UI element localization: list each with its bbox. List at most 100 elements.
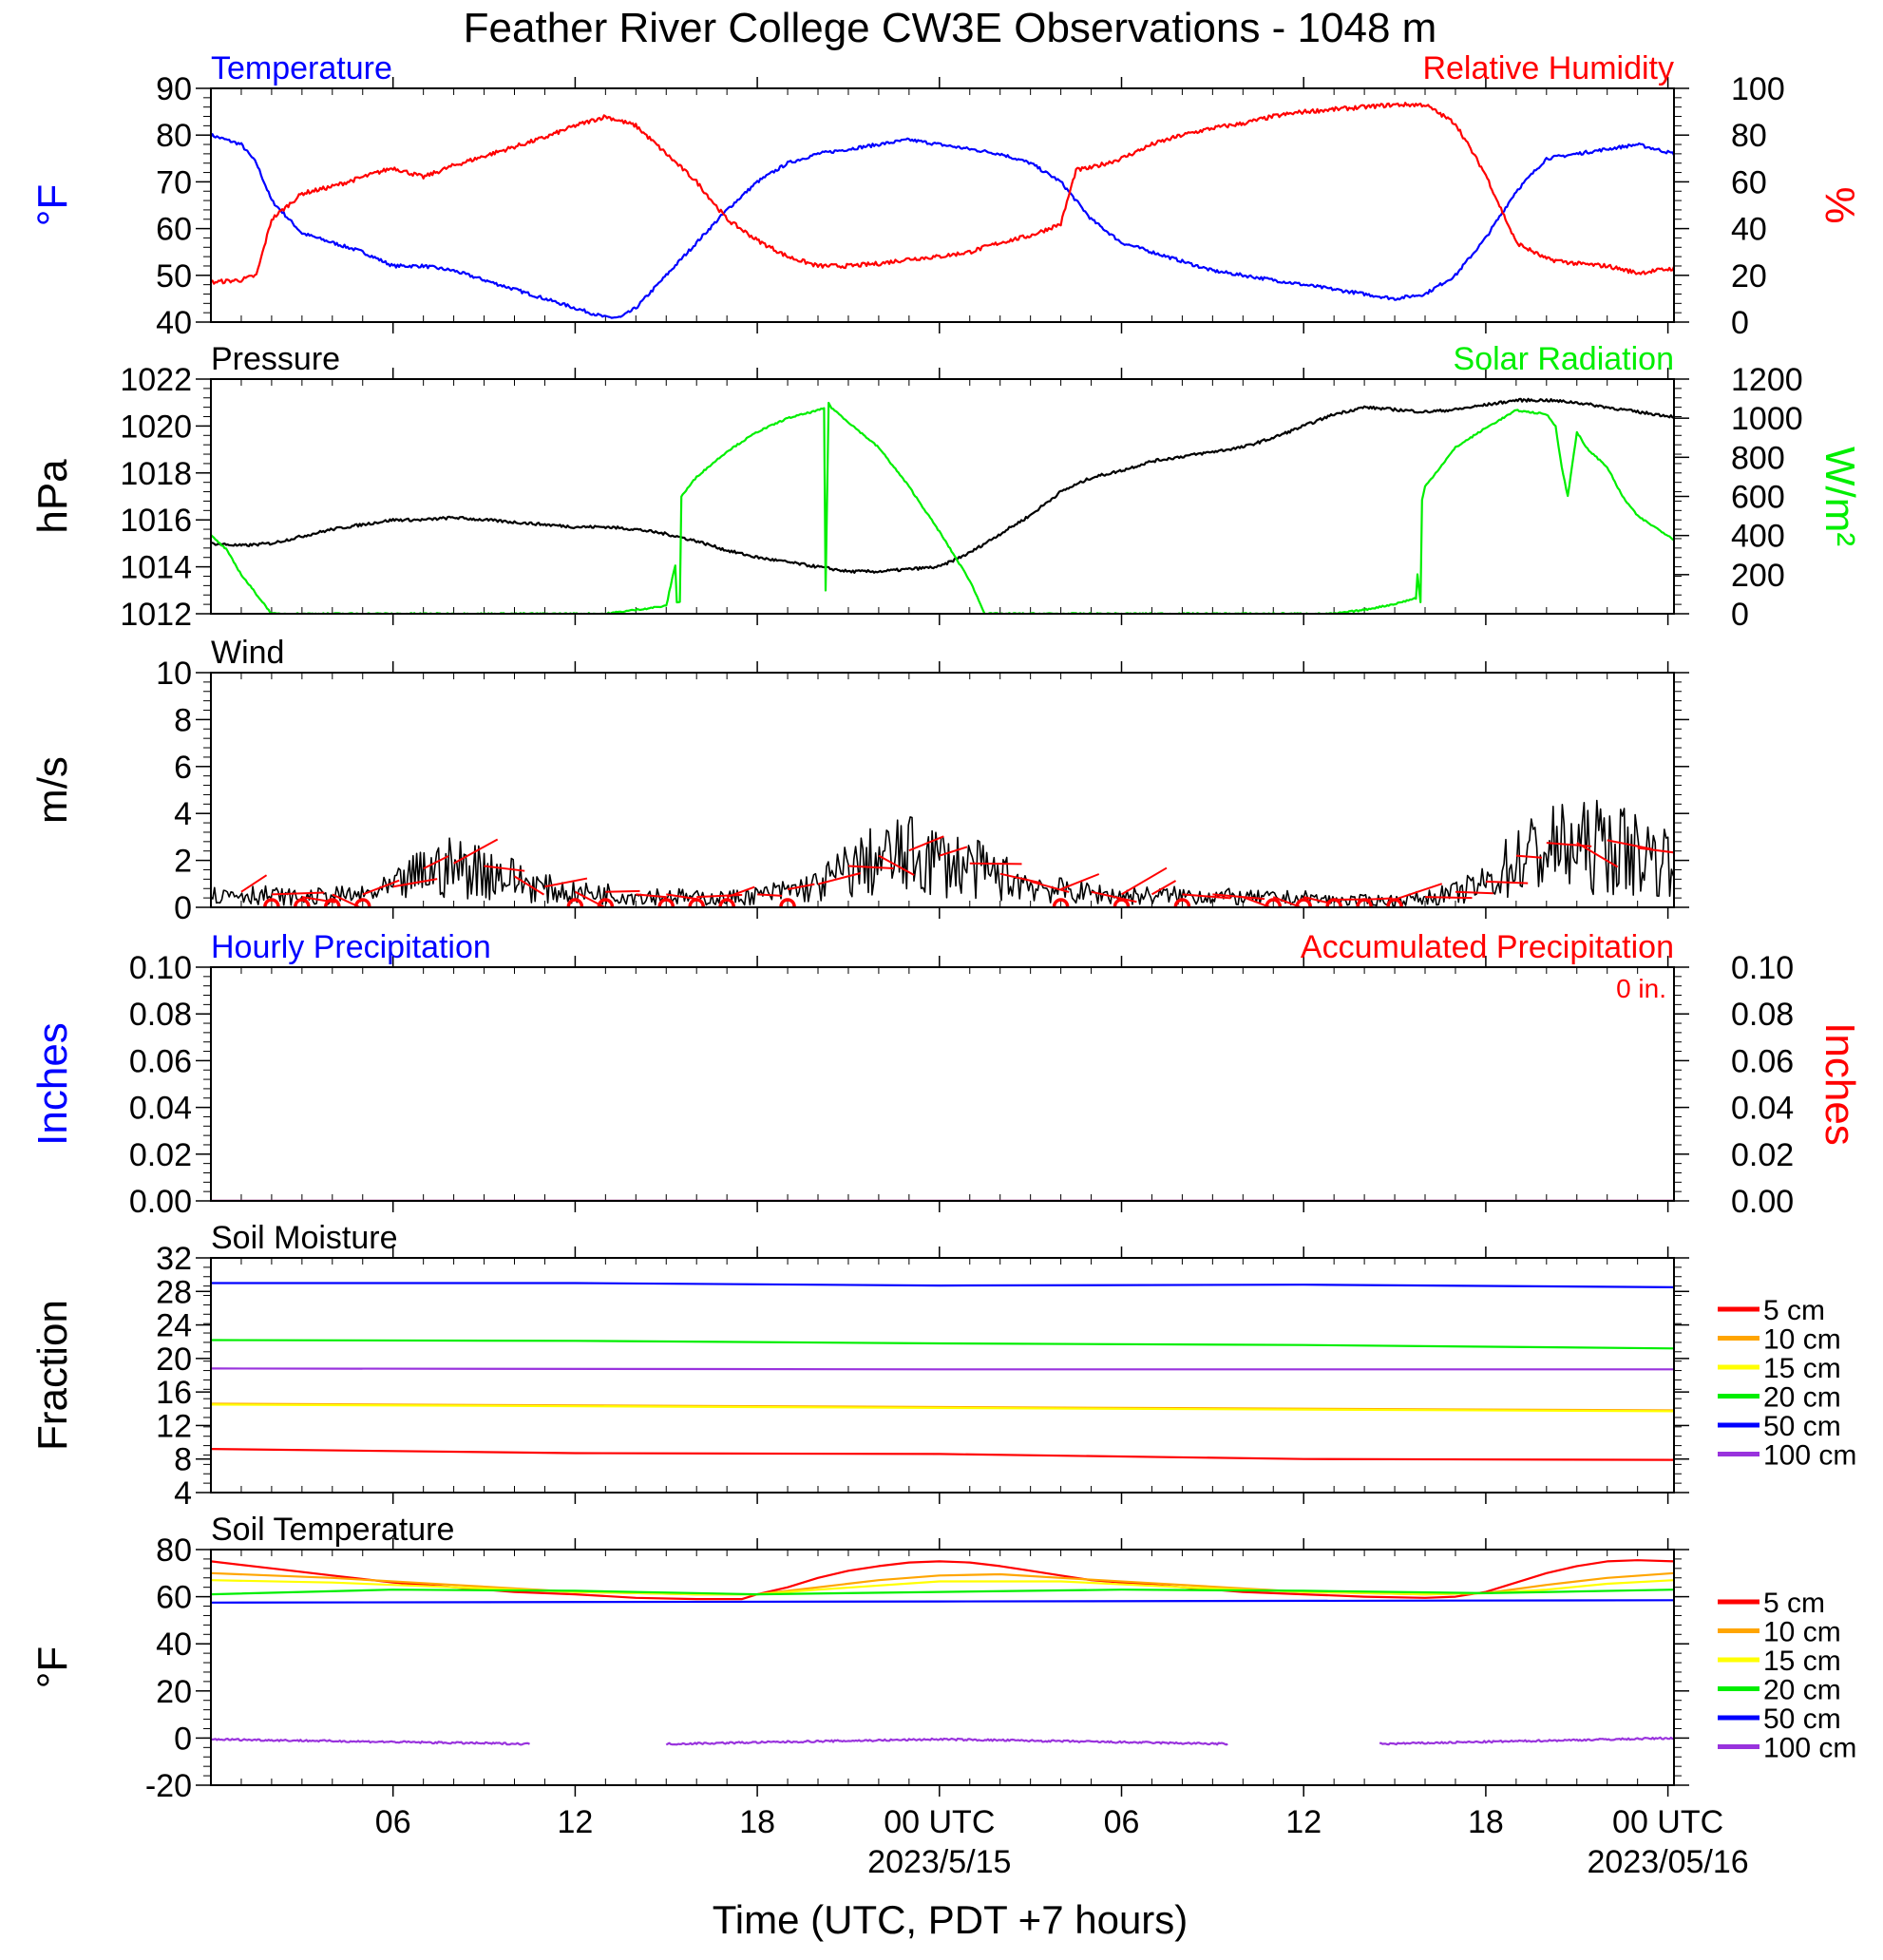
legend-label: 100 cm (1763, 1440, 1856, 1472)
y-tick-label: 32 (156, 1241, 192, 1277)
y-tick-label: 1020 (120, 409, 192, 445)
y-tick-label-right: 0.06 (1731, 1043, 1794, 1079)
y-tick-label: 80 (156, 1532, 192, 1569)
y-tick-label: 6 (174, 750, 192, 786)
y-tick-label: 20 (156, 1674, 192, 1710)
y-tick-label: 0.02 (129, 1137, 192, 1173)
y-tick-label: 24 (156, 1308, 192, 1344)
series-line-100-cm (211, 1368, 1674, 1369)
legend-label: 10 cm (1763, 1617, 1841, 1648)
y-tick-label-right: 40 (1731, 212, 1767, 248)
wind-barb (272, 893, 324, 895)
panel-title-right: Accumulated Precipitation (1301, 929, 1674, 965)
x-tick-label: 18 (1468, 1804, 1504, 1840)
legend-label: 20 cm (1763, 1675, 1841, 1706)
legend-label: 20 cm (1763, 1382, 1841, 1414)
y-tick-label: 0.06 (129, 1043, 192, 1079)
wind-barb (757, 894, 782, 895)
y-tick-label: 40 (156, 305, 192, 341)
y-tick-label: 16 (156, 1375, 192, 1411)
x-axis-title: Time (UTC, PDT +7 hours) (713, 1897, 1189, 1942)
x-tick-label: 06 (375, 1804, 411, 1840)
wind-barb (848, 866, 894, 868)
y-axis-title: Inches (29, 1022, 76, 1146)
panel-title: Pressure (211, 341, 340, 377)
x-tick-label: 18 (739, 1804, 775, 1840)
y-tick-label-right: 0 (1731, 305, 1749, 341)
series-group (211, 1560, 1674, 1744)
series-line-20-cm (211, 1341, 1674, 1349)
wind-barb (970, 864, 1022, 865)
panel-title: Hourly Precipitation (211, 929, 491, 965)
legend-label: 5 cm (1763, 1588, 1825, 1619)
y-tick-label: 1012 (120, 597, 192, 633)
y-tick-label: 60 (156, 1580, 192, 1616)
y-tick-label-right: 60 (1731, 164, 1767, 200)
series-line-50-cm (211, 1284, 1674, 1287)
wind-barb (515, 876, 544, 894)
series-line-relative-humidity (211, 103, 1674, 283)
x-tick-label: 00 UTC (1612, 1804, 1723, 1840)
series-line-5-cm (211, 1449, 1674, 1460)
y-tick-label: 4 (174, 796, 192, 832)
y-tick-label: 10 (156, 656, 192, 692)
y-tick-label: 8 (174, 702, 192, 738)
series-line-wind (211, 801, 1673, 906)
y-tick-label-right: 20 (1731, 258, 1767, 295)
series-line-temperature (211, 134, 1674, 317)
panel-title-right: Relative Humidity (1422, 50, 1674, 86)
y-tick-label-right: 80 (1731, 118, 1767, 154)
panel-frame (211, 379, 1674, 614)
panel-pressure_solar: 1012101410161018102010220200400600800100… (29, 341, 1863, 633)
x-tick-label: 12 (1285, 1804, 1322, 1840)
series-line-pressure (211, 399, 1674, 573)
panel-frame (211, 967, 1674, 1201)
y-axis-title-right: % (1816, 186, 1863, 223)
wind-barb (1607, 840, 1652, 848)
legend-label: 5 cm (1763, 1295, 1825, 1326)
y-axis-title: °F (29, 1646, 76, 1688)
y-tick-label-right: 100 (1731, 71, 1785, 107)
y-tick-label-right: 400 (1731, 519, 1785, 555)
wind-barb (1151, 881, 1175, 894)
y-axis-title: Fraction (29, 1300, 76, 1451)
y-tick-label: 4 (174, 1475, 192, 1512)
wind-barb (940, 847, 967, 855)
panel-frame (211, 1258, 1674, 1493)
wind-barb (1425, 897, 1473, 898)
y-tick-label: 1016 (120, 503, 192, 539)
panel-title: Wind (211, 635, 284, 671)
series-group (211, 801, 1684, 915)
y-tick-label-right: 1000 (1731, 401, 1803, 437)
y-tick-label-right: 0.04 (1731, 1091, 1794, 1127)
x-tick-date: 2023/5/15 (867, 1844, 1011, 1880)
x-tick-label: 12 (557, 1804, 593, 1840)
y-tick-label: 20 (156, 1342, 192, 1378)
series-group (211, 1284, 1674, 1460)
y-axis-title: °F (29, 184, 76, 226)
precip-total-label: 0 in. (1616, 974, 1666, 1003)
y-tick-label: 80 (156, 118, 192, 154)
legend-label: 100 cm (1763, 1733, 1856, 1764)
y-tick-label-right: 0 (1731, 597, 1749, 633)
chart-title: Feather River College CW3E Observations … (464, 5, 1437, 51)
y-tick-label: 12 (156, 1408, 192, 1444)
series-group (211, 103, 1674, 317)
y-tick-label: 8 (174, 1442, 192, 1478)
legend-label: 15 cm (1763, 1646, 1841, 1677)
panel-title: Temperature (211, 50, 392, 86)
y-tick-label-right: 200 (1731, 558, 1785, 594)
y-axis-title-right: W/m² (1816, 447, 1863, 546)
y-tick-label-right: 0.02 (1731, 1137, 1794, 1173)
y-tick-label: 0.08 (129, 997, 192, 1033)
series-line-solar-radiation (211, 403, 1674, 615)
y-tick-label: 70 (156, 164, 192, 200)
y-tick-label: 28 (156, 1274, 192, 1310)
series-line-15-cm (211, 1404, 1674, 1411)
y-tick-label: 0.10 (129, 950, 192, 986)
